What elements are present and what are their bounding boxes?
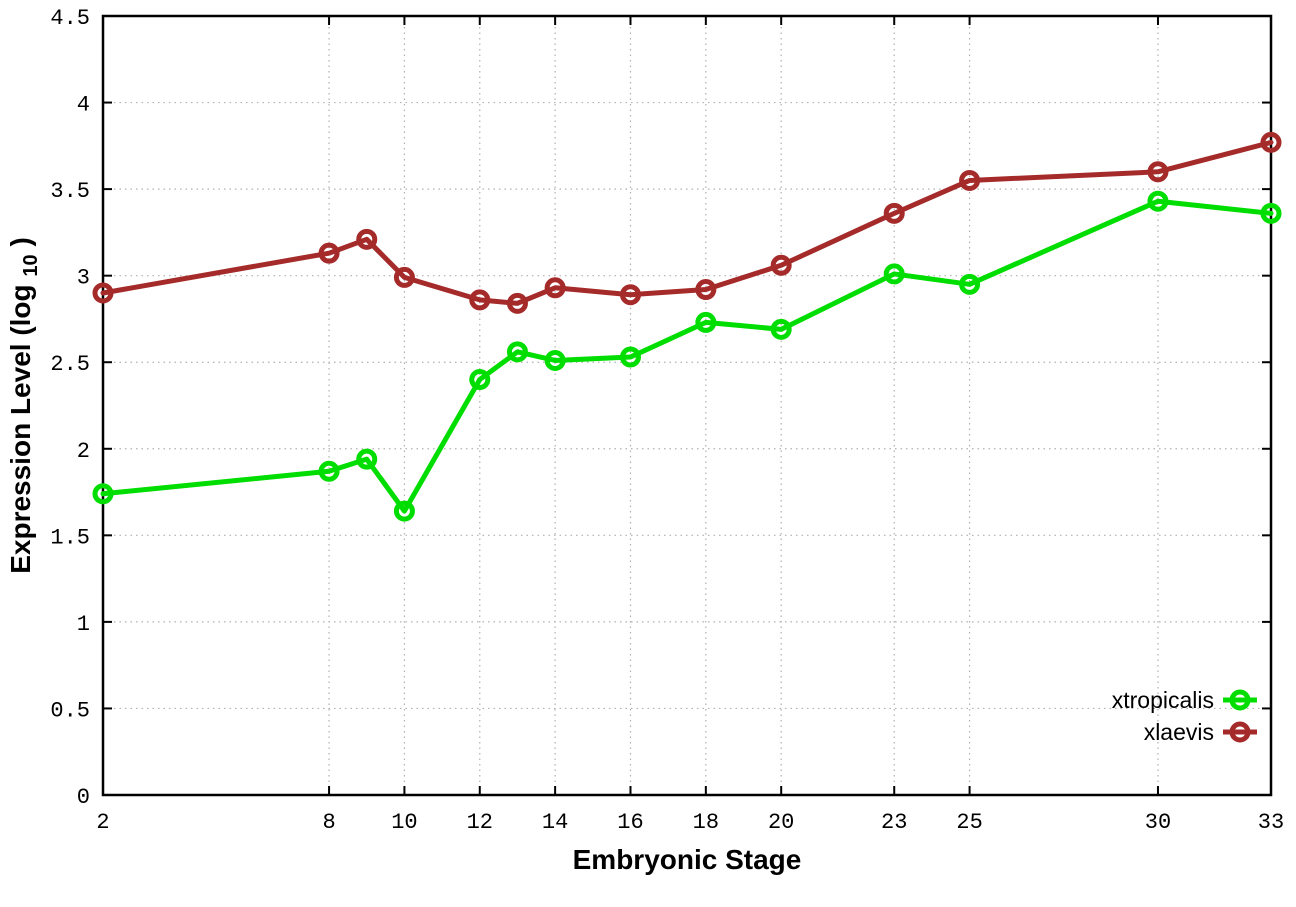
- data-point-marker-xlaevis: [469, 289, 491, 311]
- x-tick-label: 18: [693, 810, 719, 835]
- y-axis-title-suffix: ): [5, 237, 36, 246]
- legend-label: xlaevis: [1144, 719, 1214, 745]
- data-point-marker-xtropicalis: [1260, 202, 1282, 224]
- data-point-marker-xlaevis: [695, 279, 717, 301]
- y-tick-label: 4.5: [50, 6, 90, 31]
- y-tick-label: 1: [77, 612, 90, 637]
- data-point-marker-xlaevis: [883, 202, 905, 224]
- data-point-marker-xlaevis: [318, 242, 340, 264]
- data-point-marker-xtropicalis: [393, 500, 415, 522]
- data-point-marker-xtropicalis: [770, 318, 792, 340]
- x-tick-label: 10: [391, 810, 417, 835]
- x-tick-label: 30: [1145, 810, 1171, 835]
- data-point-marker-xlaevis: [544, 277, 566, 299]
- y-axis-title-main: Expression Level (log: [5, 284, 36, 573]
- series-xlaevis: [92, 131, 1282, 314]
- data-point-marker-xtropicalis: [469, 369, 491, 391]
- axis-tick-marks: [102, 15, 1272, 796]
- series-xtropicalis: [92, 190, 1282, 522]
- data-point-marker-xlaevis: [1260, 131, 1282, 153]
- plot-area-border: [101, 14, 1273, 797]
- series-line-xlaevis: [100, 139, 1274, 306]
- data-point-marker-xlaevis: [619, 284, 641, 306]
- legend-label: xtropicalis: [1112, 687, 1214, 713]
- y-tick-label: 3.5: [50, 179, 90, 204]
- data-point-marker-xtropicalis: [92, 483, 114, 505]
- y-tick-label: 3: [77, 266, 90, 291]
- x-axis-title: Embryonic Stage: [573, 844, 802, 875]
- y-tick-label: 2.5: [50, 352, 90, 377]
- data-point-marker-xtropicalis: [318, 460, 340, 482]
- data-point-marker-xlaevis: [506, 292, 528, 314]
- series-line-xtropicalis: [100, 198, 1274, 514]
- y-axis-title-subscript: 10: [20, 254, 42, 276]
- data-point-marker-xlaevis: [393, 266, 415, 288]
- tick-labels: 2 8 10 12 14 16 18 20 23 25 30 33 0 0.5 1 1.5 2 2.5 3 3.5 4 4…: [50, 6, 1284, 835]
- data-point-marker-xtropicalis: [506, 341, 528, 363]
- x-tick-label: 23: [881, 810, 907, 835]
- data-point-marker-xlaevis: [1147, 161, 1169, 183]
- data-point-marker-xlaevis: [92, 282, 114, 304]
- data-point-marker-xtropicalis: [883, 263, 905, 285]
- x-tick-label: 14: [542, 810, 568, 835]
- x-tick-label: 25: [956, 810, 982, 835]
- y-tick-label: 1.5: [50, 525, 90, 550]
- data-point-marker-xtropicalis: [619, 346, 641, 368]
- x-tick-label: 33: [1258, 810, 1284, 835]
- gridlines: [103, 16, 1271, 795]
- y-axis-title: Expression Level (log 10 ): [5, 237, 43, 574]
- legend-entry-xlaevis: xlaevis: [1144, 719, 1257, 745]
- y-tick-label: 2: [77, 439, 90, 464]
- x-tick-label: 16: [617, 810, 643, 835]
- data-point-marker-xlaevis: [770, 254, 792, 276]
- data-point-marker-xtropicalis: [959, 273, 981, 295]
- legend: xtropicalis xlaevis: [1112, 687, 1257, 745]
- x-tick-label: 2: [96, 810, 109, 835]
- data-point-marker-xlaevis: [959, 169, 981, 191]
- y-tick-label: 0: [77, 785, 90, 810]
- data-point-marker-xtropicalis: [695, 311, 717, 333]
- data-point-marker-xlaevis: [356, 228, 378, 250]
- data-point-marker-xtropicalis: [544, 349, 566, 371]
- y-tick-label: 0.5: [50, 698, 90, 723]
- data-point-marker-xtropicalis: [356, 448, 378, 470]
- x-tick-label: 20: [768, 810, 794, 835]
- data-series: [92, 131, 1282, 522]
- legend-sample-marker: [1229, 689, 1251, 711]
- y-tick-label: 4: [77, 93, 90, 118]
- data-point-marker-xtropicalis: [1147, 190, 1169, 212]
- x-tick-label: 12: [467, 810, 493, 835]
- x-tick-label: 8: [322, 810, 335, 835]
- legend-sample-marker: [1229, 721, 1251, 743]
- legend-entry-xtropicalis: xtropicalis: [1112, 687, 1257, 713]
